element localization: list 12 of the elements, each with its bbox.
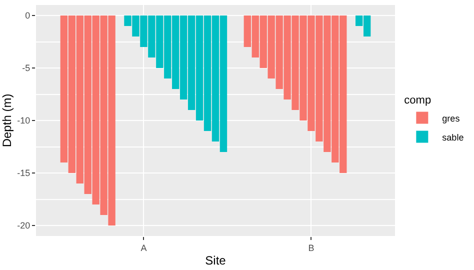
legend-label: sable <box>442 132 464 142</box>
y-tick-label: -5 <box>22 63 30 74</box>
y-axis-title: Depth (m) <box>0 94 14 148</box>
y-tick-label: -20 <box>17 220 30 231</box>
legend-title: comp <box>404 94 432 106</box>
x-tick-label: A <box>140 242 147 253</box>
y-tick-label: 0 <box>25 10 30 21</box>
y-tick-label: -15 <box>17 168 30 178</box>
y-tick-label: -10 <box>17 116 30 126</box>
x-axis-title: Site <box>205 254 226 268</box>
legend-label: gres <box>442 113 460 124</box>
x-tick-label: B <box>308 242 314 253</box>
